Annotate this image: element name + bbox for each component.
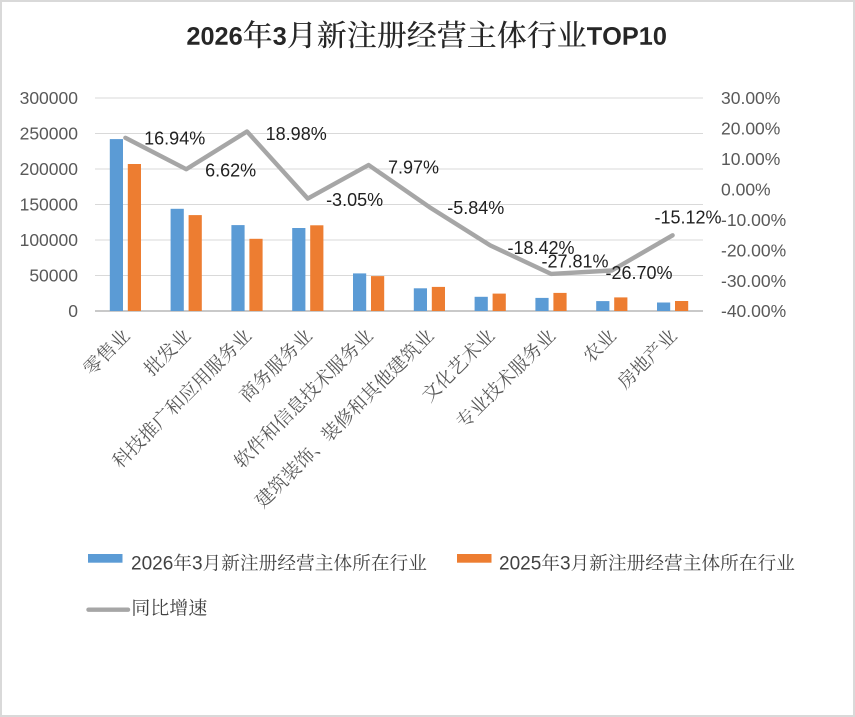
svg-text:-27.81%: -27.81% bbox=[541, 251, 608, 271]
svg-text:-20.00%: -20.00% bbox=[721, 240, 786, 260]
svg-text:2026: 2026 bbox=[131, 554, 173, 575]
svg-text:-5.84%: -5.84% bbox=[447, 198, 504, 218]
svg-text:200000: 200000 bbox=[20, 159, 79, 179]
svg-text:250000: 250000 bbox=[20, 124, 79, 144]
svg-text:-18.42%: -18.42% bbox=[507, 238, 574, 258]
svg-text:-15.12%: -15.12% bbox=[654, 208, 721, 228]
svg-text:0.00%: 0.00% bbox=[721, 180, 771, 200]
svg-text:7.97%: 7.97% bbox=[388, 157, 439, 177]
svg-text:16.94%: 16.94% bbox=[144, 129, 205, 149]
svg-text:3: 3 bbox=[560, 554, 571, 575]
svg-text:6.62%: 6.62% bbox=[205, 160, 256, 180]
svg-text:100000: 100000 bbox=[20, 230, 79, 250]
svg-text:-10.00%: -10.00% bbox=[721, 210, 786, 230]
svg-text:2025: 2025 bbox=[499, 554, 541, 575]
svg-text:10.00%: 10.00% bbox=[721, 149, 780, 169]
svg-text:-40.00%: -40.00% bbox=[721, 301, 786, 321]
svg-text:20.00%: 20.00% bbox=[721, 119, 780, 139]
svg-text:50000: 50000 bbox=[29, 266, 78, 286]
svg-text:30.00%: 30.00% bbox=[721, 88, 780, 108]
svg-text:-30.00%: -30.00% bbox=[721, 271, 786, 291]
svg-text:18.98%: 18.98% bbox=[266, 124, 327, 144]
svg-text:0: 0 bbox=[68, 301, 78, 321]
svg-text:-26.70%: -26.70% bbox=[605, 263, 672, 283]
svg-text:-3.05%: -3.05% bbox=[326, 190, 383, 210]
svg-text:300000: 300000 bbox=[20, 88, 79, 108]
svg-text:3: 3 bbox=[192, 554, 203, 575]
svg-text:150000: 150000 bbox=[20, 195, 79, 215]
